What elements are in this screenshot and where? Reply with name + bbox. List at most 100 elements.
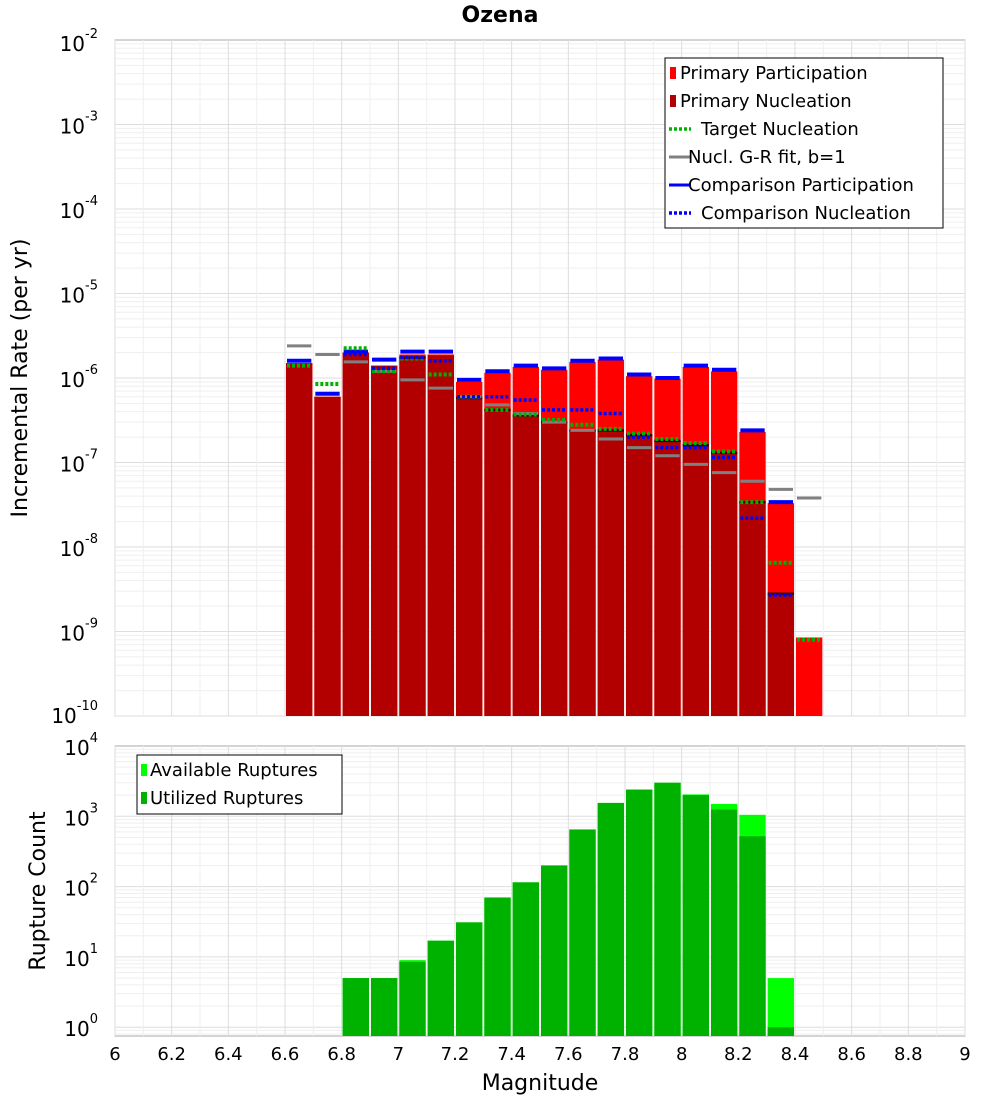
legend-label: Primary Nucleation (680, 91, 852, 112)
y-tick-label-base: 10 (60, 284, 85, 308)
y-tick-label: 101 (64, 942, 98, 971)
nucleation-bar (597, 430, 624, 716)
bottom-y-axis-label: Rupture Count (26, 811, 51, 971)
utilized-bar (399, 961, 426, 1036)
utilized-bar (711, 809, 738, 1036)
top-chart: Ozena 10-1010-910-810-710-610-510-410-31… (8, 3, 966, 728)
y-tick-label: 10-9 (60, 617, 98, 646)
legend-box (664, 57, 944, 229)
y-tick-label: 10-4 (60, 194, 98, 223)
y-tick-label-exponent: 3 (90, 801, 98, 816)
y-tick-label-exponent: -8 (85, 532, 98, 547)
utilized-bar (569, 829, 596, 1036)
y-tick-label-base: 10 (51, 704, 76, 728)
y-tick-label-exponent: -5 (85, 279, 98, 294)
x-tick-label: 7.8 (611, 1044, 640, 1065)
nucleation-bar (371, 365, 398, 716)
y-tick-label-base: 10 (64, 806, 89, 830)
y-tick-label-base: 10 (64, 736, 89, 760)
legend-label: Comparison Nucleation (701, 203, 911, 224)
y-tick-label: 100 (64, 1012, 98, 1041)
top-lines (287, 344, 822, 642)
y-tick-label-base: 10 (64, 947, 89, 971)
y-tick-label-base: 10 (60, 622, 85, 646)
utilized-bar (654, 782, 681, 1036)
y-tick-label: 10-6 (60, 363, 98, 392)
y-tick-label-exponent: 2 (90, 872, 98, 887)
bottom-grid (114, 746, 966, 1036)
utilized-bar (342, 978, 369, 1036)
available-bar (767, 978, 794, 1036)
x-ticks: 6 6.2 6.4 6.6 6.8 7 7.2 7.4 7.6 7.8 8 8.2 8.4 8.6 8.8 9 (109, 1044, 970, 1065)
y-tick-label: 104 (64, 731, 98, 760)
utilized-bar (739, 836, 766, 1036)
y-tick-label-exponent: -3 (85, 110, 98, 125)
y-tick-label-exponent: -7 (85, 448, 98, 463)
x-tick-label: 6.4 (214, 1044, 243, 1065)
bottom-legend: Available Ruptures Utilized Ruptures (136, 754, 343, 815)
legend-box (136, 754, 343, 815)
nucleation-bar (654, 440, 681, 716)
y-tick-label-base: 10 (60, 32, 85, 56)
x-tick-label: 9 (959, 1044, 970, 1065)
y-tick-label-base: 10 (60, 537, 85, 561)
legend-label: Utilized Ruptures (150, 788, 303, 809)
utilized-bar (427, 940, 454, 1036)
y-tick-label-base: 10 (60, 115, 85, 139)
legend-swatch (141, 792, 147, 804)
y-tick-label: 10-5 (60, 279, 98, 308)
y-tick-label-exponent: 0 (90, 1012, 98, 1027)
legend-label: Nucl. G-R fit, b=1 (688, 147, 846, 168)
x-tick-label: 8 (676, 1044, 687, 1065)
utilized-bar (512, 882, 539, 1036)
x-tick-label: 7 (393, 1044, 404, 1065)
y-tick-label: 10-3 (60, 110, 98, 139)
y-tick-label-exponent: 1 (90, 942, 98, 957)
y-tick-label: 102 (64, 872, 98, 901)
bottom-bars (342, 782, 794, 1036)
legend-swatch (141, 764, 147, 776)
utilized-bar (371, 978, 398, 1036)
legend-label: Target Nucleation (700, 119, 859, 140)
top-legend: Primary Participation Primary Nucleation T… (664, 57, 944, 229)
nucleation-bar (399, 357, 426, 716)
chart-title: Ozena (462, 3, 539, 28)
x-tick-label: 8.2 (724, 1044, 753, 1065)
y-tick-label: 10-2 (60, 27, 98, 56)
y-tick-label-base: 10 (64, 1017, 89, 1041)
y-tick-label-base: 10 (60, 199, 85, 223)
nucleation-bar (682, 445, 709, 716)
x-tick-label: 8.6 (837, 1044, 866, 1065)
legend-label: Comparison Participation (688, 175, 914, 196)
y-tick-label: 10-8 (60, 532, 98, 561)
utilized-bar (767, 1027, 794, 1036)
top-y-axis-label: Incremental Rate (per yr) (8, 239, 33, 518)
nucleation-bar (711, 452, 738, 716)
nucleation-bar (569, 430, 596, 716)
y-tick-label: 10-10 (51, 699, 98, 728)
legend-swatch (670, 95, 676, 107)
legend-swatch (670, 67, 676, 79)
y-tick-label-exponent: -9 (85, 617, 98, 632)
y-tick-label-exponent: -10 (77, 699, 98, 714)
y-tick-label-exponent: -4 (85, 194, 98, 209)
y-tick-label-base: 10 (60, 453, 85, 477)
nucleation-bar (767, 593, 794, 716)
x-tick-label: 6.2 (157, 1044, 186, 1065)
y-tick-label-exponent: -2 (85, 27, 98, 42)
utilized-bar (626, 789, 653, 1036)
y-tick-label: 103 (64, 801, 98, 830)
nucleation-bar (342, 352, 369, 716)
legend-label: Available Ruptures (150, 760, 318, 781)
utilized-bar (456, 922, 483, 1036)
utilized-bar (682, 795, 709, 1036)
x-tick-label: 7.6 (554, 1044, 583, 1065)
nucleation-bar (484, 409, 511, 716)
nucleation-bar (427, 355, 454, 716)
legend-label: Primary Participation (680, 63, 868, 84)
nucleation-bar (314, 396, 341, 716)
